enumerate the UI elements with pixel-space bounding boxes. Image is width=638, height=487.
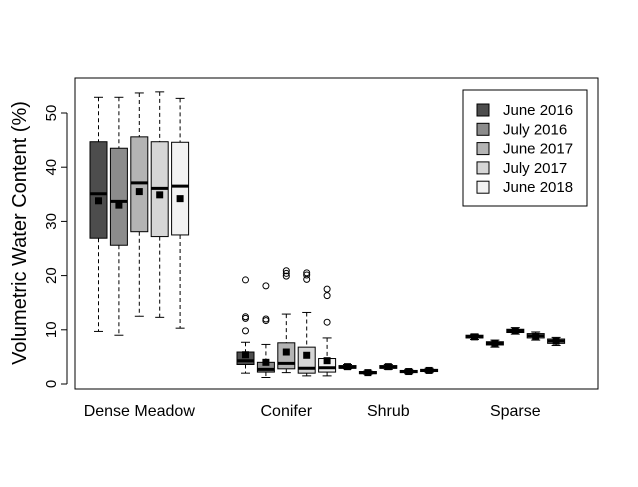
box-group: [399, 368, 418, 376]
outlier-point: [323, 318, 331, 326]
box-iqr: [109, 147, 128, 246]
outlier-point: [242, 276, 249, 284]
outlier-point: [262, 282, 270, 290]
box-group: [171, 97, 190, 329]
y-tick-label: 50: [43, 105, 60, 122]
y-axis: 0 10 20 30 40 50: [43, 105, 68, 388]
mean-marker: [384, 363, 392, 371]
x-category-label: Conifer: [261, 403, 313, 420]
legend-swatch: [476, 103, 490, 117]
plot-frame: [74, 77, 599, 390]
mean-marker: [135, 188, 143, 196]
box-group: [338, 363, 357, 371]
mean-marker: [405, 368, 413, 376]
legend-swatch: [476, 122, 490, 136]
mean-marker: [323, 357, 331, 365]
y-tick-label: 30: [43, 213, 60, 230]
box-group: [130, 92, 149, 317]
outlier-point: [282, 272, 290, 280]
mean-marker: [156, 191, 164, 199]
mean-marker: [491, 339, 499, 347]
x-axis-category-labels: Dense Meadow Conifer Shrub Sparse: [84, 403, 541, 420]
mean-marker: [115, 201, 123, 209]
mean-marker: [364, 369, 372, 377]
box-group: [506, 327, 525, 335]
mean-marker: [303, 351, 311, 359]
box-group: [485, 339, 504, 348]
mean-marker: [242, 351, 249, 359]
y-tick-label: 0: [43, 380, 60, 388]
outlier-point: [242, 327, 249, 335]
legend-label: June 2017: [503, 141, 573, 158]
box-group: [379, 363, 398, 371]
box-group: [256, 282, 275, 378]
box-series-group: [89, 91, 566, 378]
outlier-point: [303, 275, 311, 283]
outlier-point: [303, 269, 311, 277]
mean-marker: [344, 363, 351, 371]
legend: June 2016 July 2016 June 2017 July 2017 June…: [462, 89, 588, 207]
box-group: [150, 91, 169, 318]
box-group: [89, 96, 108, 332]
mean-marker: [471, 333, 478, 341]
box-group: [420, 366, 439, 374]
x-category-label: Sparse: [490, 403, 541, 420]
legend-swatch: [476, 180, 490, 194]
mean-marker: [95, 197, 102, 205]
mean-marker: [262, 358, 270, 366]
box-iqr: [277, 342, 296, 370]
outlier-point: [282, 269, 290, 277]
y-tick-label: 20: [43, 267, 60, 284]
outlier-point: [323, 292, 331, 300]
legend-swatch: [476, 142, 490, 156]
box-iqr: [297, 346, 316, 374]
outlier-point: [262, 315, 270, 323]
outlier-point: [303, 271, 311, 279]
mean-marker: [511, 327, 519, 335]
box-group: [358, 369, 377, 377]
mean-marker: [282, 348, 290, 356]
y-tick-label: 10: [43, 321, 60, 338]
box-group: [297, 269, 316, 377]
outlier-point: [242, 313, 249, 321]
box-iqr: [89, 141, 108, 239]
box-iqr: [171, 141, 190, 236]
legend-label: July 2016: [503, 121, 567, 138]
box-group: [236, 276, 255, 374]
y-axis-title: Volumetric Water Content (%): [9, 101, 31, 365]
legend-label: July 2017: [503, 160, 567, 177]
mean-marker: [176, 195, 184, 203]
mean-marker: [425, 366, 433, 374]
box-group: [526, 331, 545, 341]
x-category-label: Shrub: [367, 403, 410, 420]
x-category-label: Dense Meadow: [84, 403, 196, 420]
box-group: [277, 267, 296, 374]
mean-marker: [552, 337, 560, 345]
legend-swatch: [476, 161, 490, 175]
y-tick-label: 40: [43, 159, 60, 176]
outlier-point: [323, 285, 331, 293]
outlier-point: [282, 267, 290, 275]
mean-marker: [532, 332, 540, 340]
box-group: [318, 285, 337, 377]
legend-label: June 2016: [503, 102, 573, 119]
box-group: [109, 96, 128, 336]
box-group: [465, 333, 484, 341]
legend-label: June 2018: [503, 179, 573, 196]
box-group: [547, 336, 566, 347]
